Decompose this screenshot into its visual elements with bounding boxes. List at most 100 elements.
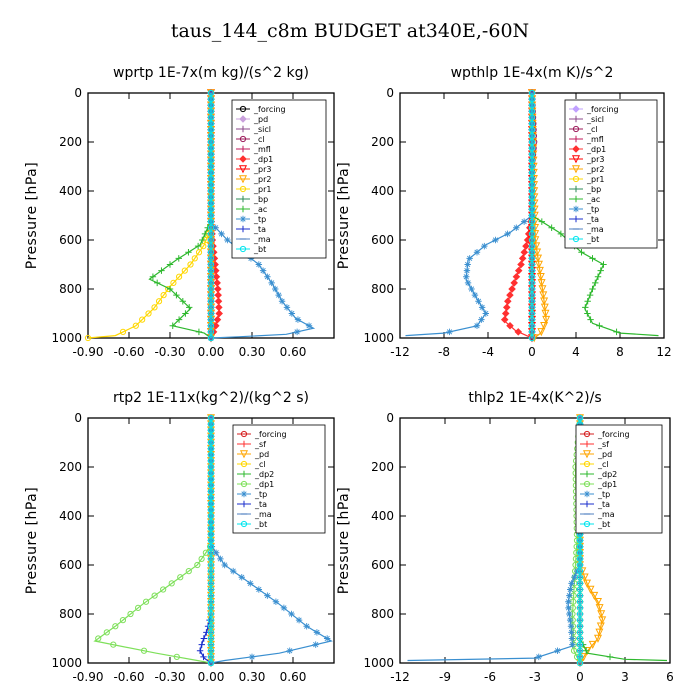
y-tick-label: 1000 (363, 656, 394, 670)
data-point (492, 236, 499, 244)
data-point (213, 315, 222, 324)
legend-entry: _ac (569, 195, 600, 204)
data-point (186, 304, 193, 311)
data-point (207, 439, 215, 446)
data-point (207, 457, 215, 464)
y-tick-label: 200 (59, 135, 82, 149)
data-point (312, 641, 319, 648)
data-point (238, 574, 245, 581)
series-line (148, 93, 212, 339)
data-point (513, 224, 520, 231)
data-point (173, 291, 180, 299)
data-point (218, 230, 225, 238)
legend-marker (583, 490, 591, 498)
data-point (594, 273, 602, 280)
legend-entry: _cl (580, 460, 609, 469)
data-point (207, 659, 215, 667)
data-point (207, 151, 215, 158)
data-point (538, 218, 546, 225)
data-point (103, 629, 110, 636)
legend-entry: _sicl (236, 125, 271, 134)
series-bt (528, 89, 536, 342)
legend-label: _sf (254, 440, 266, 449)
data-point (199, 236, 206, 244)
y-tick-label: 1000 (51, 331, 82, 345)
x-tick-label: 12 (656, 345, 671, 359)
y-tick-label: 1000 (363, 331, 394, 345)
data-point (153, 279, 161, 287)
y-tick-label: 600 (59, 233, 82, 247)
legend-label: _bp (253, 195, 268, 204)
data-point (528, 120, 536, 127)
data-point (151, 304, 158, 311)
y-tick-label: 0 (386, 411, 394, 425)
data-point (593, 634, 603, 643)
data-point (207, 586, 215, 593)
data-point (305, 322, 313, 329)
data-point (535, 653, 542, 661)
legend-marker (583, 470, 591, 478)
data-point (195, 249, 203, 256)
data-point (207, 647, 215, 654)
data-point (207, 243, 215, 250)
x-tick-label: -9 (439, 670, 451, 684)
data-point (576, 617, 584, 624)
chart-panel-3: rtp2 1E-11x(kg^2)/(kg^2 s) Pressure [hPa]… (24, 390, 335, 684)
data-point (595, 628, 604, 637)
data-point (170, 279, 177, 286)
legend-entry: _mfl (236, 145, 271, 154)
x-tick-label: -0.60 (113, 670, 144, 684)
legend-marker (239, 185, 247, 193)
legend-label: _pr1 (586, 175, 604, 184)
legend-label: _dp1 (253, 155, 273, 164)
legend-marker (240, 480, 248, 488)
legend-label: _bt (254, 520, 267, 529)
data-point (207, 89, 215, 97)
data-point (255, 586, 263, 593)
data-point (207, 310, 215, 317)
data-point (207, 451, 215, 458)
data-point (512, 272, 521, 281)
data-point (207, 126, 215, 133)
data-point (207, 574, 215, 581)
legend-label: _ta (586, 215, 599, 224)
data-point (278, 298, 286, 305)
data-point (207, 421, 215, 428)
legend-marker (583, 440, 591, 448)
y-tick-label: 400 (59, 509, 82, 523)
x-tick-label: -12 (390, 345, 410, 359)
x-tick-label: 0.30 (239, 345, 266, 359)
legend-marker (239, 155, 247, 163)
x-tick-label: 0.00 (198, 670, 225, 684)
legend-label: _dp2 (597, 470, 617, 479)
data-point (207, 108, 215, 115)
data-point (207, 120, 215, 127)
data-point (259, 267, 267, 274)
data-point (584, 310, 591, 317)
y-axis-label: Pressure [hPa] (24, 162, 40, 269)
data-point (576, 610, 584, 618)
legend: _forcing_sf_pd_cl_dp2_dp1_tp_ta_ma_bt (232, 424, 326, 534)
data-point (207, 114, 215, 121)
data-point (264, 592, 271, 599)
legend-entry: _pd (237, 450, 269, 459)
data-point (207, 334, 215, 342)
legend-marker (239, 135, 247, 143)
chart-title: rtp2 1E-11x(kg^2)/(kg^2 s) (113, 390, 309, 406)
data-point (528, 175, 536, 182)
legend-entry: _pr2 (569, 165, 604, 174)
data-point (576, 555, 584, 562)
data-point (587, 316, 594, 323)
legend-entry: _dp2 (580, 470, 617, 479)
data-point (534, 260, 543, 269)
data-point (207, 433, 215, 440)
data-point (576, 580, 584, 587)
y-axis-label: Pressure [hPa] (336, 162, 352, 269)
data-point (268, 279, 275, 287)
data-point (207, 506, 215, 513)
legend-label: _sicl (253, 125, 271, 134)
legend-label: _sf (597, 440, 609, 449)
data-point (207, 224, 215, 231)
data-point (533, 248, 542, 257)
legend-marker (583, 460, 591, 468)
